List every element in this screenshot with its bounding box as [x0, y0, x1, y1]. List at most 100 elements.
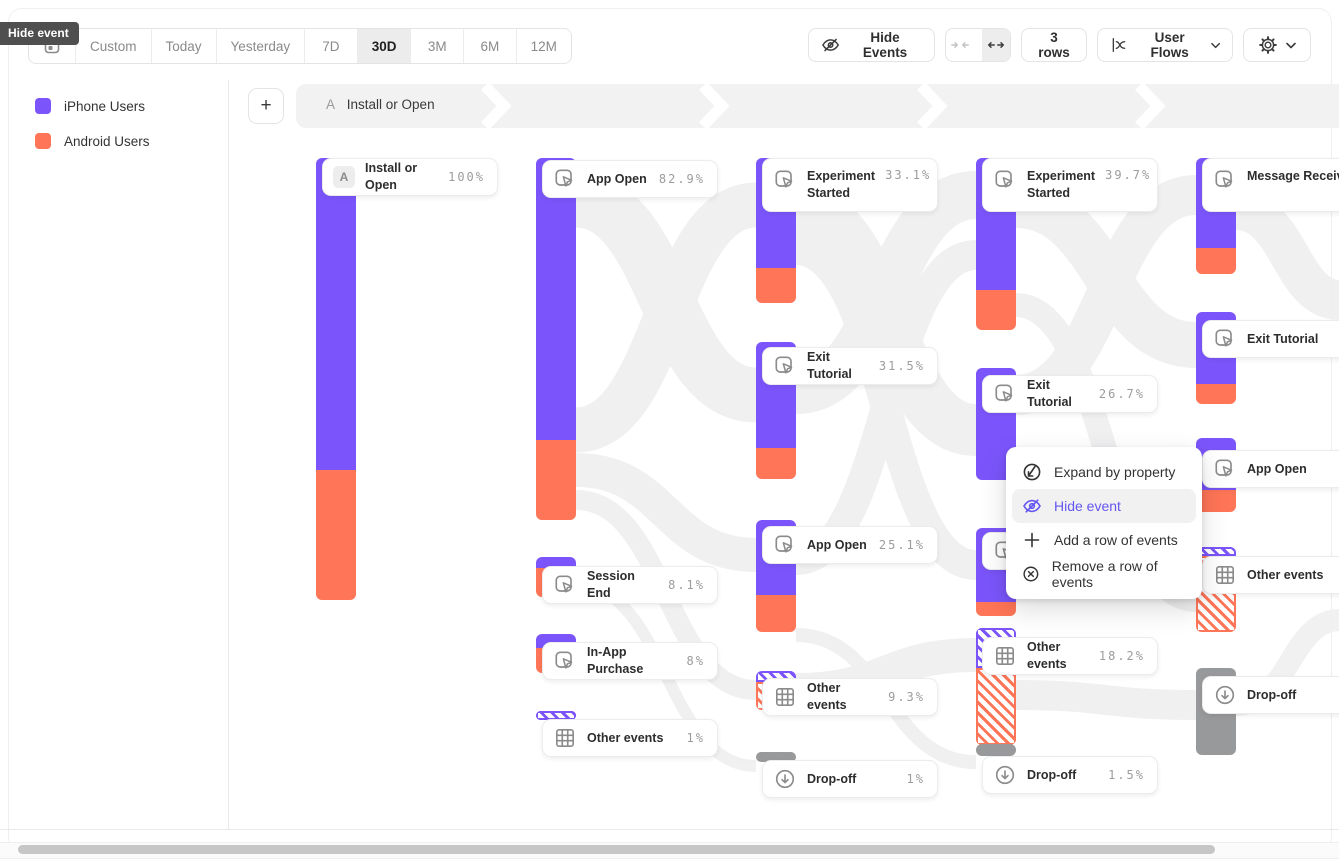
flow-node-experiment-started[interactable]: Experiment Started 39.7%	[982, 158, 1158, 212]
flow-bar-segment	[536, 711, 576, 720]
date-range-picker: Custom Today Yesterday 7D 30D 3M 6M 12M	[28, 28, 572, 64]
flow-node-label: Drop-off	[807, 771, 857, 786]
flow-node-drop-off[interactable]: Drop-off 1%	[762, 760, 938, 798]
flow-bar-segment	[976, 290, 1016, 330]
flow-node-message-received[interactable]: Message Received	[1202, 158, 1339, 212]
flow-node-other-events[interactable]: Other events 9.3%	[762, 678, 938, 716]
other-events-grid-icon	[556, 729, 574, 747]
flow-bar-segment	[756, 752, 796, 762]
expand-columns-button[interactable]	[982, 29, 1010, 61]
view-type-label: User Flows	[1150, 30, 1189, 60]
flow-bar-segment	[976, 602, 1016, 616]
flow-node-in-app-purchase[interactable]: In-App Purchase 8%	[542, 642, 718, 680]
flow-node-app-open[interactable]: App Open 25.1%	[762, 526, 938, 564]
flow-node-label: Experiment Started	[807, 169, 876, 200]
menu-item-label: Expand by property	[1054, 464, 1176, 480]
step-a-header[interactable]: A Install or Open	[326, 97, 435, 112]
menu-item-add-a-row-of-events[interactable]: Add a row of events	[1012, 523, 1196, 557]
hide-events-label: Hide Events	[862, 30, 908, 60]
expand-property-icon	[1023, 463, 1041, 481]
flow-node-percent: 1%	[906, 772, 925, 786]
view-type-dropdown[interactable]: User Flows	[1097, 28, 1233, 62]
flow-node-app-open[interactable]: App Open 82.9%	[542, 160, 718, 198]
menu-item-label: Remove a row of events	[1051, 558, 1158, 590]
flow-node-other-events[interactable]: Other events 1%	[542, 719, 718, 757]
settings-dropdown[interactable]	[1243, 28, 1311, 62]
menu-item-hide-event[interactable]: Hide event	[1012, 489, 1196, 523]
menu-item-remove-a-row-of-events[interactable]: Remove a row of events	[1012, 557, 1196, 591]
expand-arrows-icon	[988, 42, 1004, 48]
rows-count-label: 3 rows	[1038, 30, 1070, 60]
date-option-12m[interactable]: 12M	[515, 29, 571, 63]
date-option-today[interactable]: Today	[150, 29, 216, 63]
plus-icon	[1024, 532, 1040, 548]
flow-bar-segment	[756, 268, 796, 303]
event-icon	[995, 170, 1013, 188]
flow-node-percent: 25.1%	[878, 538, 925, 552]
flow-node-app-open[interactable]: App Open	[1202, 450, 1339, 488]
flow-node-other-events[interactable]: Other events 18.2%	[982, 637, 1158, 675]
flow-node-label: Exit Tutorial	[1027, 378, 1072, 409]
flow-node-label: App Open	[1247, 461, 1307, 476]
flow-node-label: Install or Open	[365, 161, 418, 192]
flow-node-label: Experiment Started	[1027, 169, 1096, 200]
flow-node-percent: 82.9%	[658, 172, 705, 186]
flow-bar-drop-off	[976, 744, 1016, 756]
event-icon	[775, 356, 793, 374]
flow-node-label: Other events	[807, 681, 847, 712]
flow-node-session-end[interactable]: Session End 8.1%	[542, 566, 718, 604]
date-option-30d[interactable]: 30D	[356, 29, 411, 63]
flow-node-other-events[interactable]: Other events	[1202, 556, 1339, 594]
flow-node-percent: 39.7%	[1105, 168, 1152, 182]
flow-bar-segment	[756, 448, 796, 479]
legend-swatch	[35, 133, 51, 149]
event-icon	[1215, 329, 1233, 347]
flow-node-exit-tutorial[interactable]: Exit Tutorial 31.5%	[762, 347, 938, 385]
flow-node-percent: 8.1%	[668, 578, 705, 592]
menu-item-label: Hide event	[1054, 498, 1121, 514]
event-icon	[555, 575, 573, 593]
menu-item-expand-by-property[interactable]: Expand by property	[1012, 455, 1196, 489]
flow-bar-other-events	[536, 711, 576, 720]
date-option-yesterday[interactable]: Yesterday	[215, 29, 305, 63]
flow-bar-segment	[536, 557, 576, 568]
flow-bar-segment	[976, 668, 1016, 745]
legend-item-android-users[interactable]: Android Users	[35, 133, 150, 149]
flow-node-label: In-App Purchase	[587, 645, 644, 676]
event-icon	[775, 170, 793, 188]
hide-eye-icon	[1023, 499, 1041, 513]
legend-label: Android Users	[64, 133, 150, 149]
flow-node-percent: 9.3%	[888, 690, 925, 704]
date-option-6m[interactable]: 6M	[463, 29, 516, 63]
legend-item-iphone-users[interactable]: iPhone Users	[35, 98, 145, 114]
flow-node-label: Other events	[1247, 567, 1324, 582]
flow-bar-segment	[976, 744, 1016, 756]
flow-bar-segment	[316, 470, 356, 600]
date-option-7d[interactable]: 7D	[304, 29, 357, 63]
horizontal-scrollbar-thumb[interactable]	[18, 845, 1215, 854]
add-step-button[interactable]: +	[248, 88, 284, 124]
flow-node-drop-off[interactable]: Drop-off 1.5%	[982, 756, 1158, 794]
flow-node-exit-tutorial[interactable]: Exit Tutorial 26.7%	[982, 375, 1158, 413]
date-option-custom[interactable]: Custom	[75, 29, 151, 63]
flow-node-install-or-open[interactable]: A Install or Open 100%	[322, 158, 498, 196]
rows-count-button[interactable]: 3 rows	[1021, 28, 1087, 62]
collapse-columns-button[interactable]	[946, 29, 974, 61]
flow-node-label: App Open	[807, 537, 867, 552]
flow-node-drop-off[interactable]: Drop-off	[1202, 676, 1339, 714]
flow-bar-segment	[1196, 384, 1236, 404]
menu-item-label: Add a row of events	[1054, 532, 1178, 548]
hide-events-button[interactable]: Hide Events	[808, 28, 935, 62]
other-events-grid-icon	[1216, 566, 1234, 584]
remove-circle-icon	[1023, 566, 1039, 582]
flow-bar-segment	[316, 158, 356, 470]
flow-bar-drop-off	[756, 752, 796, 762]
flow-node-percent: 31.5%	[878, 359, 925, 373]
flow-node-exit-tutorial[interactable]: Exit Tutorial	[1202, 320, 1339, 358]
flow-bar-segment	[536, 440, 576, 520]
step-label: Install or Open	[346, 97, 435, 112]
event-context-menu: Expand by property Hide event Add a row of…	[1006, 447, 1202, 599]
flow-node-experiment-started[interactable]: Experiment Started 33.1%	[762, 158, 938, 212]
date-option-3m[interactable]: 3M	[410, 29, 463, 63]
